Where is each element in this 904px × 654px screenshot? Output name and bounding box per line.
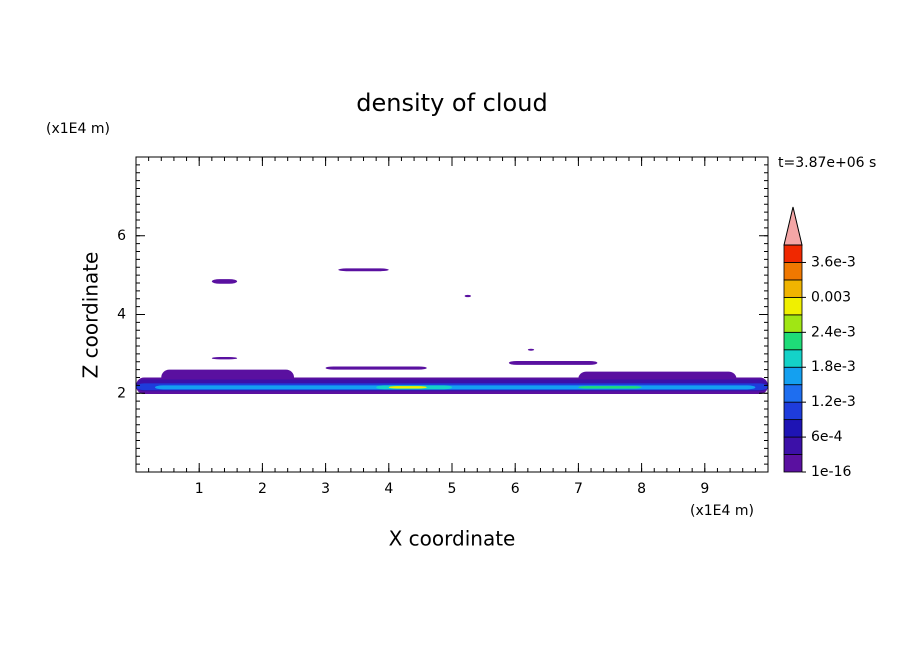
x-tick-label: 1 xyxy=(195,481,204,497)
x-tick-label: 3 xyxy=(321,481,330,497)
colorbar-label: 3.6e-3 xyxy=(811,254,856,270)
contour-region xyxy=(154,385,756,390)
colorbar-bin xyxy=(783,384,803,403)
colorbar-label: 6e-4 xyxy=(811,429,843,445)
colorbar-label: 2.4e-3 xyxy=(811,324,856,340)
plot-frame xyxy=(135,156,769,473)
x-unit: (x1E4 m) xyxy=(690,503,754,519)
colorbar-label: 1e-16 xyxy=(811,464,851,480)
y-tick-label: 2 xyxy=(117,385,126,401)
contour-region xyxy=(388,386,427,389)
colorbar-label: 0.003 xyxy=(811,289,851,305)
contour-region xyxy=(325,366,427,370)
colorbar-bin xyxy=(783,314,803,333)
y-tick-label: 4 xyxy=(117,307,126,323)
colorbar-bin xyxy=(783,419,803,438)
colorbar-bin xyxy=(783,296,803,316)
y-unit: (x1E4 m) xyxy=(46,121,110,137)
colorbar-label: 1.8e-3 xyxy=(811,359,856,375)
time-label: t=3.87e+06 s xyxy=(778,155,876,171)
y-tick-label: 6 xyxy=(117,228,126,244)
colorbar-bin xyxy=(783,454,803,473)
colorbar-bin xyxy=(783,349,803,368)
colorbar-label: 1.2e-3 xyxy=(811,394,856,410)
contour-region xyxy=(464,294,471,298)
colorbar-bin xyxy=(783,244,803,263)
x-tick-label: 5 xyxy=(448,481,457,497)
x-tick-label: 9 xyxy=(700,481,709,497)
contour-region xyxy=(211,357,238,360)
colorbar-bin xyxy=(783,366,803,386)
contour-region xyxy=(527,348,535,351)
y-axis-label: Z coordinate xyxy=(79,252,103,379)
colorbar-bin xyxy=(783,262,803,281)
contour-region xyxy=(211,279,238,284)
chart-title: density of cloud xyxy=(356,89,547,117)
colorbar-bin xyxy=(783,436,803,455)
colorbar-bin xyxy=(783,279,803,298)
contour-region xyxy=(578,386,642,389)
x-tick-label: 2 xyxy=(258,481,267,497)
contour-region xyxy=(508,360,598,365)
x-tick-label: 6 xyxy=(511,481,520,497)
x-axis-label: X coordinate xyxy=(389,527,516,551)
x-tick-label: 8 xyxy=(637,481,646,497)
contour-region xyxy=(338,268,389,272)
x-tick-label: 4 xyxy=(384,481,393,497)
colorbar-bin xyxy=(783,401,803,421)
colorbar-over xyxy=(783,206,803,246)
x-tick-label: 7 xyxy=(574,481,583,497)
colorbar-bin xyxy=(783,331,803,351)
